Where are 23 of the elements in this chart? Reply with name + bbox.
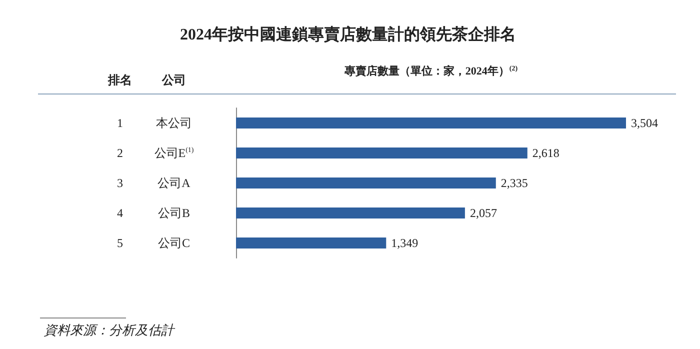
text: 公司 [161, 73, 186, 87]
text: 排名 [107, 73, 132, 87]
y-tick-label: 公司C [158, 236, 190, 250]
text: 2 [117, 146, 123, 160]
text: 5 [117, 236, 123, 250]
bar [236, 238, 386, 248]
text: 3 [117, 176, 123, 190]
y-tick-label: 公司B [158, 206, 190, 220]
text: 1 [117, 116, 123, 130]
chart-title: 2024年按中國連鎖專賣店數量計的領先茶企排名 [180, 24, 516, 44]
y-tick-label: 公司A [158, 176, 191, 190]
bar [236, 148, 528, 158]
data-label: 1,349 [391, 236, 418, 250]
data-label: 2,618 [532, 146, 560, 160]
data-label: 3,504 [631, 116, 658, 130]
bar [236, 208, 465, 218]
y-tick-label: 本公司 [156, 116, 192, 130]
bar [236, 178, 496, 188]
source-note: 資料來源：分析及估計 [44, 322, 176, 338]
text: 4 [117, 206, 123, 220]
data-label: 2,335 [500, 176, 528, 190]
data-label: 2,057 [470, 206, 497, 220]
bar [236, 118, 626, 128]
